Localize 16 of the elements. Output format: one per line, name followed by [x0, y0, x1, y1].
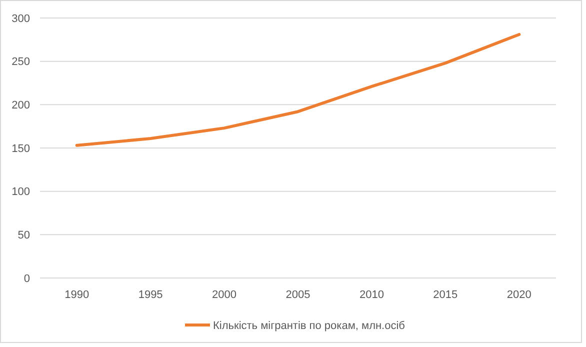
y-tick-label: 100	[12, 186, 30, 198]
x-tick-label: 2015	[433, 289, 458, 301]
legend-label: Кількість мігрантів по рокам, млн.осіб	[213, 320, 405, 332]
x-tick-label: 2000	[212, 289, 237, 301]
y-tick-label: 50	[18, 230, 30, 242]
x-tick-label: 1990	[64, 289, 90, 301]
y-tick-label: 200	[12, 100, 30, 112]
line-series	[75, 32, 521, 147]
y-tick-label: 0	[24, 272, 30, 285]
x-tick-label: 2010	[359, 289, 384, 301]
y-tick-label: 250	[12, 56, 30, 68]
x-tick-label: 2020	[506, 289, 532, 301]
x-tick-label: 1995	[138, 289, 163, 301]
y-tick-label: 150	[12, 142, 30, 155]
y-tick-label: 300	[12, 12, 30, 25]
x-tick-label: 2005	[286, 289, 310, 301]
